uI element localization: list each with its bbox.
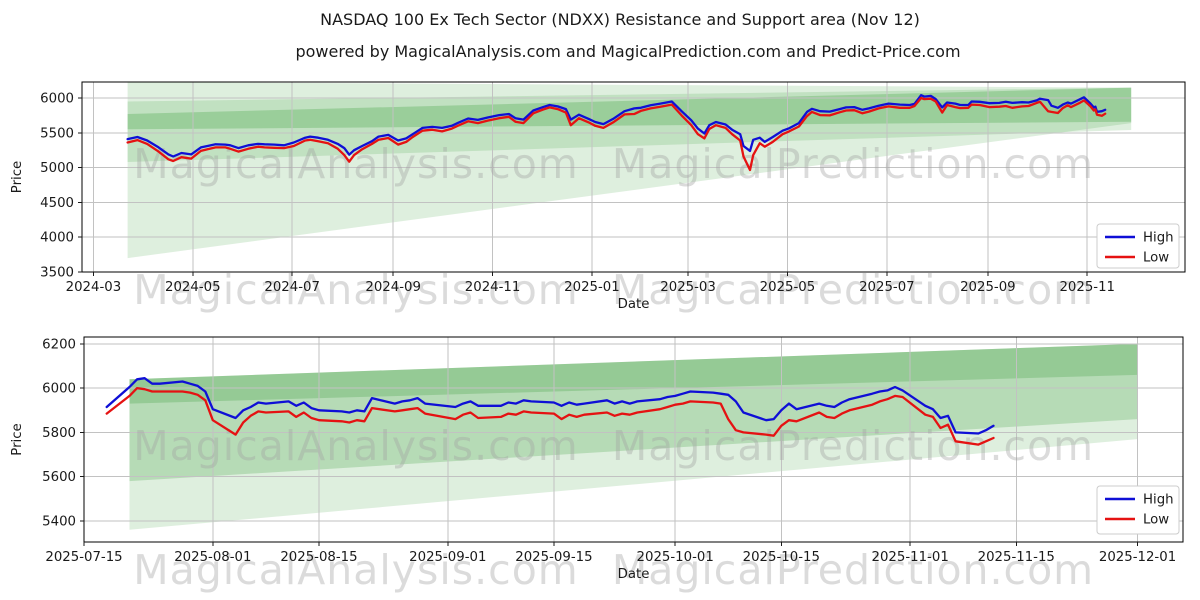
low-line <box>126 96 1107 172</box>
x-tick-label: 2025-11-15 <box>978 550 1055 565</box>
x-tick-label: 2024-11 <box>465 280 521 295</box>
y-tick-label: 4000 <box>40 231 74 246</box>
grid-layer <box>82 82 1185 273</box>
x-tick-label: 2025-07-15 <box>45 550 122 565</box>
legend-low-label: Low <box>1143 513 1169 528</box>
y-axis-label: Price <box>10 423 25 455</box>
x-tick-label: 2025-01 <box>564 280 620 295</box>
band-resistance-wedge-upper <box>127 82 1132 162</box>
x-axis-label: Date <box>618 297 650 312</box>
low-line <box>105 386 995 446</box>
x-tick-label: 2025-07 <box>859 280 915 295</box>
watermark-magicalprediction: MagicalPrediction.com <box>612 140 1094 188</box>
figure-title: NASDAQ 100 Ex Tech Sector (NDXX) Resista… <box>320 10 920 29</box>
x-tick-label: 2025-09-01 <box>409 550 486 565</box>
x-tick-label: 2025-08-15 <box>280 550 357 565</box>
watermark-magicalanalysis: MagicalAnalysis.com <box>133 266 579 314</box>
watermark-layer-background: MagicalAnalysis.com MagicalPrediction.com… <box>133 266 1094 594</box>
x-tick-label: 2025-12-01 <box>1099 550 1176 565</box>
x-tick-label: 2025-09-15 <box>515 550 592 565</box>
y-tick-label: 5600 <box>42 470 76 485</box>
band-support-fan-wide <box>127 87 1132 259</box>
y-tick-label: 4500 <box>40 196 74 211</box>
figure-subtitle: powered by MagicalAnalysis.com and Magic… <box>295 42 960 61</box>
watermark-magicalprediction: MagicalPrediction.com <box>612 266 1094 314</box>
x-tick-label: 2024-03 <box>66 280 122 295</box>
legend: High Low <box>1096 223 1180 269</box>
bands-layer <box>127 82 1132 259</box>
legend-high-label: High <box>1143 493 1174 508</box>
y-tick-label: 6200 <box>42 337 76 352</box>
recent-chart: MagicalAnalysis.com MagicalPrediction.com… <box>10 336 1184 582</box>
x-tick-label: 2025-09 <box>960 280 1016 295</box>
x-tick-label: 2025-10-15 <box>743 550 820 565</box>
overview-chart: MagicalAnalysis.com MagicalPrediction.com… <box>10 81 1186 312</box>
high-line <box>126 94 1107 158</box>
x-tick-label: 2025-11-01 <box>872 550 949 565</box>
watermark-magicalanalysis: MagicalAnalysis.com <box>133 422 579 470</box>
plot-border <box>83 336 1184 543</box>
x-tick-label: 2025-10-01 <box>637 550 714 565</box>
y-tick-label: 5800 <box>42 426 76 441</box>
watermark-magicalanalysis: MagicalAnalysis.com <box>133 546 579 594</box>
x-tick-label: 2025-03 <box>660 280 716 295</box>
x-axis-label: Date <box>618 567 650 582</box>
x-tick-label: 2024-07 <box>264 280 320 295</box>
y-axis-label: Price <box>10 161 25 193</box>
x-tick-label: 2024-09 <box>365 280 421 295</box>
x-tick-label: 2024-05 <box>165 280 221 295</box>
legend-high-label: High <box>1143 231 1174 246</box>
x-tick-label: 2025-05 <box>760 280 816 295</box>
watermark-magicalprediction: MagicalPrediction.com <box>612 546 1094 594</box>
high-line <box>105 377 995 435</box>
y-tick-label: 5000 <box>40 161 74 176</box>
legend: High Low <box>1096 485 1180 535</box>
y-tick-label: 6000 <box>40 92 74 107</box>
x-tick-label: 2025-08-01 <box>174 550 251 565</box>
x-tick-label: 2025-11 <box>1059 280 1115 295</box>
watermark-magicalprediction: MagicalPrediction.com <box>612 422 1094 470</box>
y-tick-label: 5400 <box>42 514 76 529</box>
legend-low-label: Low <box>1143 251 1169 266</box>
band-resistance-channel <box>129 343 1138 404</box>
y-tick-label: 3500 <box>40 266 74 281</box>
plot-border <box>81 81 1186 273</box>
watermark-magicalanalysis: MagicalAnalysis.com <box>133 140 579 188</box>
y-tick-label: 5500 <box>40 126 74 141</box>
y-tick-label: 6000 <box>42 382 76 397</box>
